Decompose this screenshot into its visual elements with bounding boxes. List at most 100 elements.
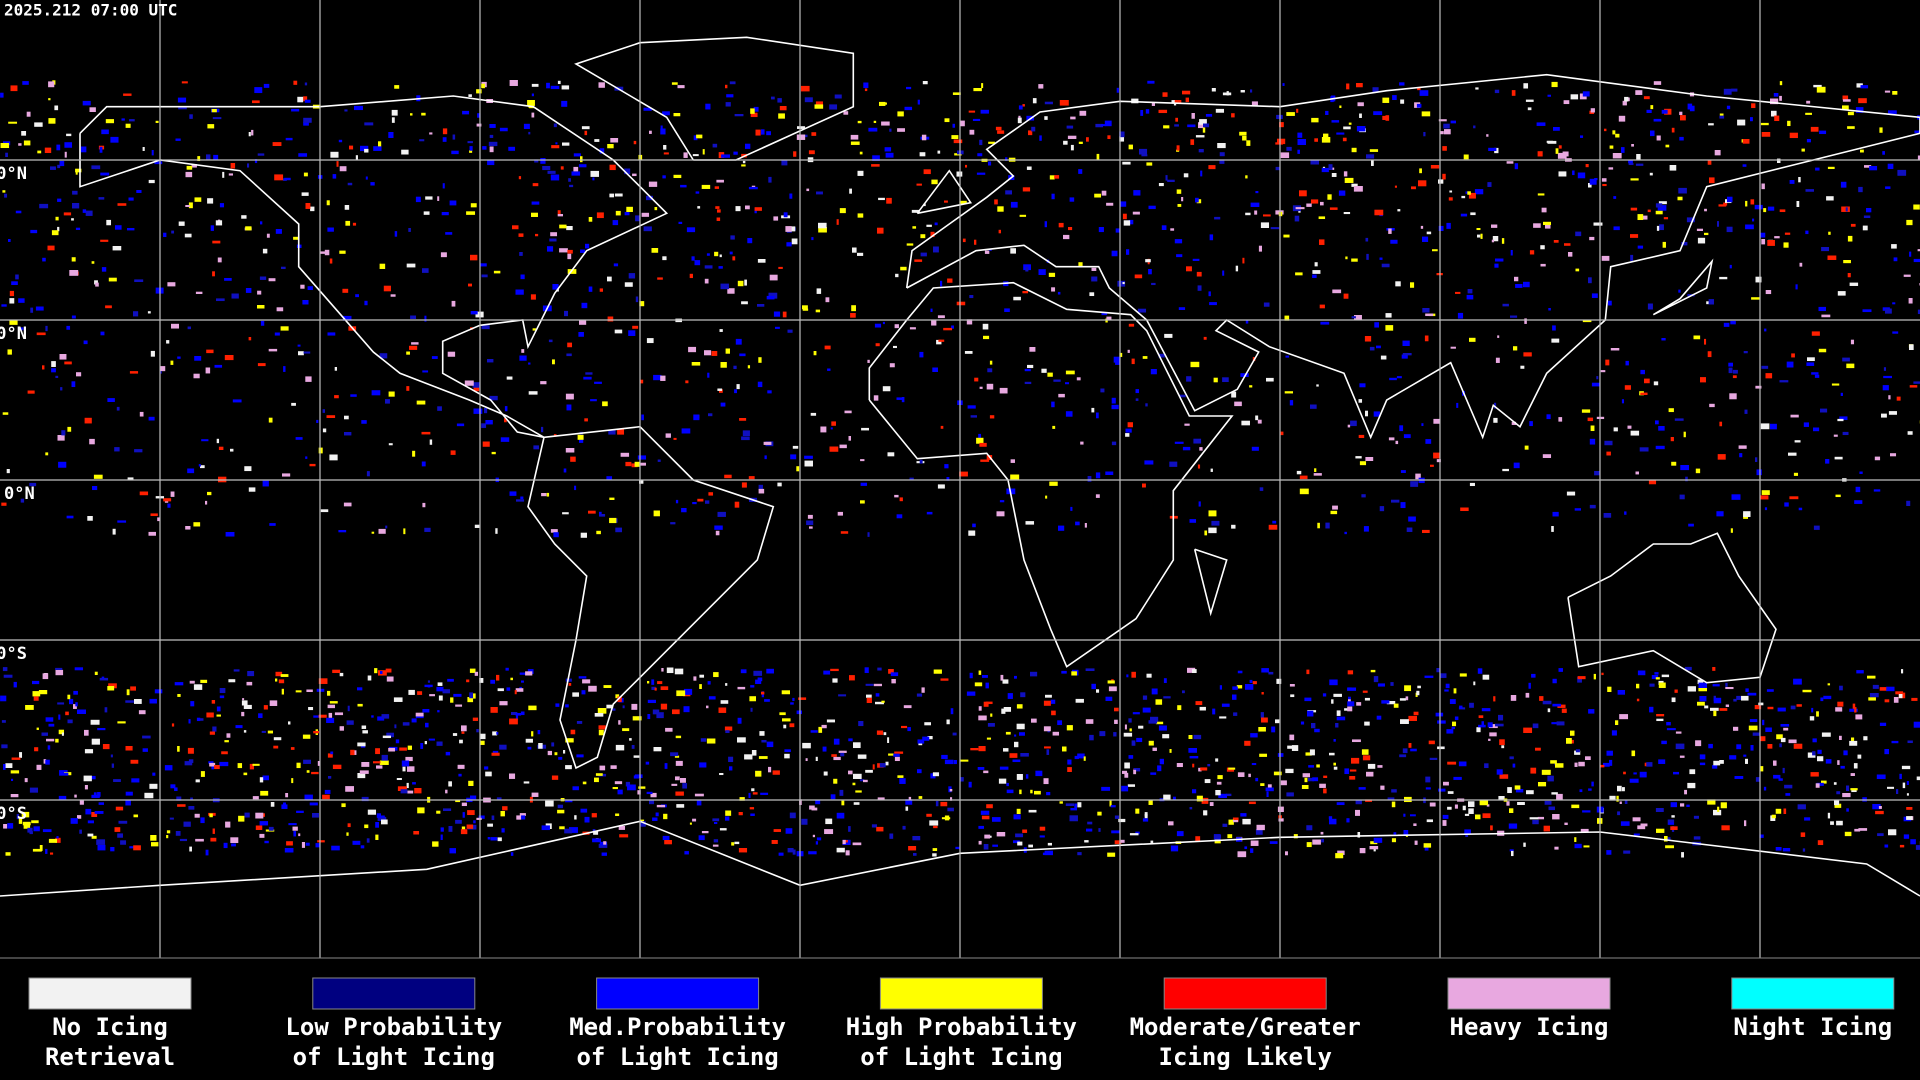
icing-pixel <box>440 827 444 832</box>
icing-pixel <box>818 227 827 233</box>
icing-pixel <box>1542 454 1552 458</box>
icing-pixel <box>1906 500 1911 507</box>
icing-pixel <box>1762 719 1765 726</box>
icing-pixel <box>1606 451 1611 456</box>
icing-pixel <box>1118 818 1126 823</box>
icing-pixel <box>763 441 772 445</box>
icing-pixel <box>1107 852 1116 857</box>
icing-pixel <box>946 719 950 725</box>
icing-pixel <box>355 155 358 161</box>
icing-pixel <box>1269 841 1278 844</box>
icing-pixel <box>1373 837 1383 843</box>
icing-pixel <box>705 500 710 504</box>
icing-pixel <box>1127 349 1130 353</box>
icing-pixel <box>772 770 780 775</box>
icing-pixel <box>423 211 430 215</box>
icing-pixel <box>1859 471 1863 474</box>
icing-pixel <box>1544 800 1552 805</box>
icing-pixel <box>1577 676 1586 680</box>
icing-pixel <box>1240 90 1245 93</box>
icing-pixel <box>1454 716 1459 720</box>
icing-pixel <box>1860 149 1864 153</box>
icing-pixel <box>18 818 23 824</box>
icing-pixel <box>55 216 59 221</box>
icing-pixel <box>1836 791 1841 795</box>
icing-pixel <box>346 832 349 836</box>
icing-pixel <box>243 704 252 709</box>
icing-pixel <box>207 491 212 496</box>
icing-pixel <box>1086 137 1089 142</box>
icing-pixel <box>491 815 495 821</box>
icing-pixel <box>757 381 763 388</box>
icing-pixel <box>1385 313 1392 318</box>
icing-pixel <box>1129 728 1132 732</box>
icing-pixel <box>413 831 420 835</box>
icing-pixel <box>1755 457 1758 462</box>
icing-pixel <box>753 106 759 112</box>
icing-pixel <box>1212 708 1216 715</box>
icing-pixel <box>1816 782 1824 786</box>
icing-pixel <box>691 256 695 261</box>
icing-pixel <box>1174 124 1179 127</box>
icing-pixel <box>487 359 494 363</box>
icing-pixel <box>1581 409 1591 413</box>
icing-pixel <box>1541 207 1547 213</box>
icing-pixel <box>385 525 388 529</box>
icing-pixel <box>230 837 239 844</box>
icing-pixel <box>298 351 304 356</box>
icing-pixel <box>379 263 386 269</box>
icing-pixel <box>1188 748 1198 753</box>
icing-pixel <box>1426 819 1433 823</box>
icing-pixel <box>1600 370 1606 373</box>
icing-pixel <box>504 406 508 412</box>
icing-pixel <box>1433 418 1441 424</box>
icing-pixel <box>1402 748 1408 754</box>
icing-pixel <box>612 787 618 790</box>
icing-pixel <box>1840 765 1845 769</box>
icing-pixel <box>267 730 274 734</box>
icing-pixel <box>1555 148 1559 154</box>
icing-pixel <box>1359 383 1366 388</box>
icing-pixel <box>1158 725 1167 731</box>
icing-pixel <box>1884 844 1889 848</box>
icing-pixel <box>364 148 369 153</box>
icing-pixel <box>1193 734 1202 740</box>
icing-pixel <box>1323 788 1327 794</box>
icing-pixel <box>802 308 809 311</box>
icing-pixel <box>761 740 767 743</box>
icing-pixel <box>490 837 498 841</box>
icing-pixel <box>1436 668 1441 673</box>
icing-pixel <box>959 471 968 477</box>
icing-pixel <box>651 679 655 685</box>
icing-pixel <box>1612 153 1622 159</box>
icing-pixel <box>183 821 191 827</box>
icing-pixel <box>1695 468 1701 474</box>
icing-pixel <box>366 838 370 843</box>
icing-pixel <box>476 817 482 820</box>
icing-pixel <box>1400 502 1406 509</box>
icing-pixel <box>1888 411 1897 415</box>
icing-pixel <box>1142 356 1148 359</box>
icing-pixel <box>574 485 577 491</box>
graticule <box>0 0 1920 958</box>
icing-pixel <box>1259 487 1264 491</box>
icing-pixel <box>385 668 392 673</box>
icing-pixel <box>584 130 588 136</box>
icing-pixel <box>129 119 135 122</box>
icing-pixel <box>193 684 203 690</box>
icing-pixel <box>647 681 650 684</box>
icing-pixel <box>1558 668 1563 672</box>
icing-pixel <box>755 770 762 777</box>
icing-pixel <box>248 337 252 341</box>
icing-pixel <box>272 142 282 147</box>
icing-pixel <box>833 778 838 784</box>
icing-pixel <box>1104 120 1112 127</box>
icing-pixel <box>1661 109 1668 114</box>
icing-pixel <box>1755 276 1762 283</box>
icing-pixel <box>1306 669 1310 675</box>
icing-pixel <box>572 692 580 697</box>
icing-pixel <box>45 452 49 456</box>
icing-pixel <box>805 758 808 762</box>
icing-pixel <box>758 357 762 363</box>
icing-pixel <box>1837 760 1840 765</box>
